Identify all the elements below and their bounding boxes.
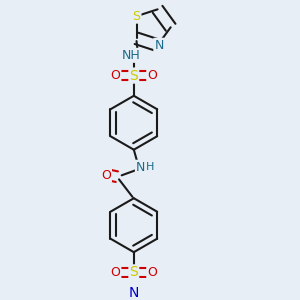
Text: O: O — [111, 69, 120, 82]
Text: O: O — [101, 169, 111, 182]
Text: O: O — [147, 266, 157, 279]
Text: NH: NH — [122, 49, 140, 62]
Text: N: N — [136, 161, 145, 174]
Text: O: O — [111, 266, 120, 279]
Text: S: S — [129, 69, 138, 82]
Text: N: N — [129, 286, 139, 300]
Text: H: H — [146, 162, 154, 172]
Text: N: N — [154, 39, 164, 52]
Text: O: O — [147, 69, 157, 82]
Text: S: S — [129, 266, 138, 279]
Text: S: S — [133, 10, 140, 23]
